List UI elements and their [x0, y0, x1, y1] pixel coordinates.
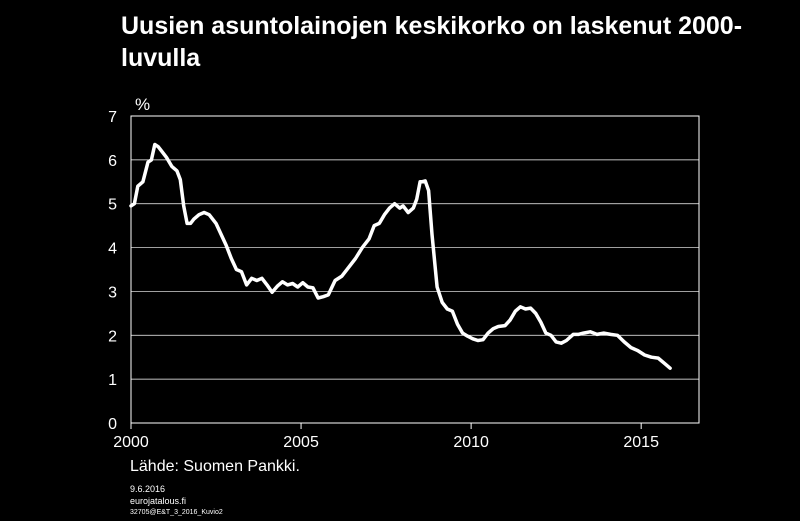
y-axis-unit-label: %: [135, 95, 150, 114]
y-tick-label: 7: [108, 109, 117, 126]
x-tick-label: 2015: [623, 434, 659, 451]
x-axis-ticks: 2000 2005 2010 2015: [113, 423, 659, 451]
y-tick-label: 2: [108, 328, 117, 345]
y-tick-label: 3: [108, 284, 117, 301]
series-line-interest-rate: [129, 142, 672, 370]
y-tick-label: 6: [108, 153, 117, 170]
gridlines: [131, 159, 699, 380]
x-tick-label: 2000: [113, 434, 149, 451]
y-axis-ticks: 0 1 2 3 4 5 6 7: [108, 109, 117, 433]
series-layer: [129, 142, 672, 370]
publish-date: 9.6.2016: [130, 484, 166, 494]
x-tick-label: 2005: [283, 434, 319, 451]
y-tick-label: 0: [108, 416, 117, 433]
y-tick-label: 1: [108, 372, 117, 389]
source-note: Lähde: Suomen Pankki.: [130, 458, 300, 475]
y-tick-label: 4: [108, 241, 117, 258]
figure-code: 32705@E&T_3_2016_Kuvio2: [130, 509, 223, 516]
x-tick-label: 2010: [453, 434, 489, 451]
site-name: eurojatalous.fi: [130, 496, 187, 506]
plot-frame: [130, 115, 700, 424]
y-tick-label: 5: [108, 197, 117, 214]
chart-title: Uusien asuntolainojen keskikorko on lask…: [121, 12, 743, 72]
